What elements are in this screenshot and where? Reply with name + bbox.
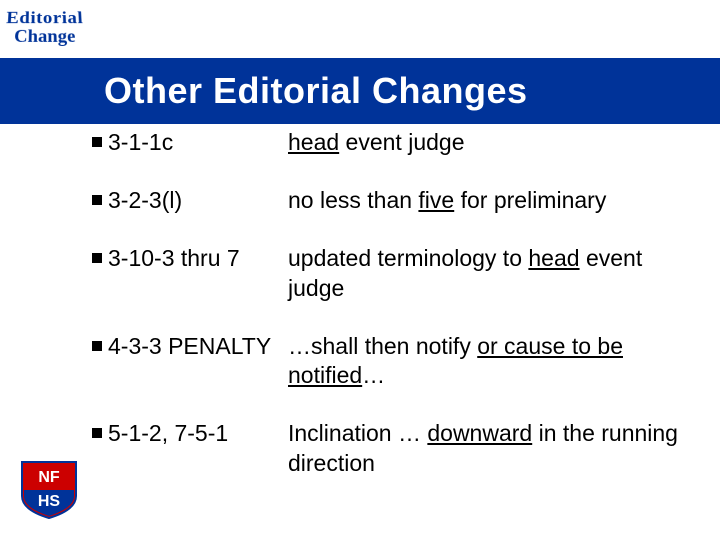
- bullet-icon: [92, 253, 102, 263]
- underlined-text: head: [288, 129, 339, 155]
- slide-title: Other Editorial Changes: [104, 70, 528, 112]
- rule-reference: 3-1-1c: [108, 128, 288, 158]
- change-row: 3-1-1c head event judge: [92, 128, 690, 158]
- rule-reference: 3-10-3 thru 7: [108, 244, 288, 274]
- logo-text-top: NF: [38, 469, 60, 486]
- content-area: 3-1-1c head event judge 3-2-3(l) no less…: [92, 128, 690, 507]
- change-row: 5-1-2, 7-5-1 Inclination … downward in t…: [92, 419, 690, 479]
- stamp-line-1: Editorial: [6, 9, 84, 27]
- change-description: updated terminology to head event judge: [288, 244, 690, 304]
- change-row: 3-2-3(l) no less than five for prelimina…: [92, 186, 690, 216]
- change-row: 4-3-3 PENALTY …shall then notify or caus…: [92, 332, 690, 392]
- underlined-text: downward: [427, 420, 532, 446]
- shield-icon: NF HS: [20, 460, 78, 520]
- change-description: Inclination … downward in the running di…: [288, 419, 690, 479]
- change-description: …shall then notify or cause to be notifi…: [288, 332, 690, 392]
- nfhs-logo: NF HS: [18, 458, 80, 522]
- bullet-icon: [92, 195, 102, 205]
- change-row: 3-10-3 thru 7 updated terminology to hea…: [92, 244, 690, 304]
- editorial-change-stamp: Editorial Change: [7, 9, 83, 46]
- rule-reference: 3-2-3(l): [108, 186, 288, 216]
- bullet-icon: [92, 341, 102, 351]
- rule-reference: 5-1-2, 7-5-1: [108, 419, 288, 449]
- underlined-text: head: [528, 245, 579, 271]
- rule-reference: 4-3-3 PENALTY: [108, 332, 288, 362]
- bullet-icon: [92, 428, 102, 438]
- title-bar: Other Editorial Changes: [0, 58, 720, 124]
- logo-text-bottom: HS: [38, 493, 61, 510]
- underlined-text: five: [418, 187, 454, 213]
- change-description: head event judge: [288, 128, 690, 158]
- change-description: no less than five for preliminary: [288, 186, 690, 216]
- bullet-icon: [92, 137, 102, 147]
- stamp-line-2: Change: [6, 27, 83, 46]
